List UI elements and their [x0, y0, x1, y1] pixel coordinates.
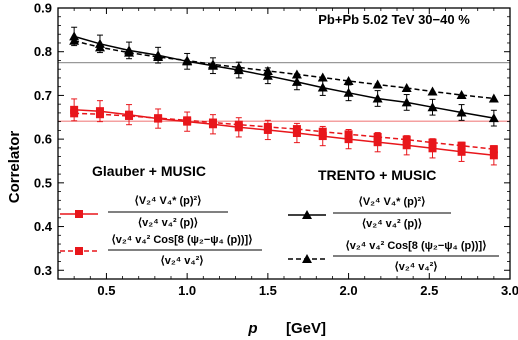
data-point	[344, 135, 353, 144]
data-point	[488, 93, 499, 103]
y-tick-label: 0.6	[34, 132, 52, 147]
data-point	[291, 76, 302, 86]
series-line	[74, 112, 494, 150]
reference-lines	[58, 62, 510, 122]
y-tick-label: 0.8	[34, 44, 52, 59]
data-point	[402, 135, 411, 144]
legend-title-trento: TRENTO + MUSIC	[318, 167, 436, 183]
data-point	[70, 109, 79, 118]
data-point	[125, 111, 134, 120]
data-point	[95, 110, 104, 119]
chart-annotation: Pb+Pb 5.02 TeV 30−40 %	[318, 12, 470, 27]
data-point	[489, 151, 498, 160]
data-point	[343, 87, 354, 97]
legend-denominator-trento-2: ⟨v₂⁴ v₄²⟩	[394, 261, 437, 273]
data-point	[401, 97, 412, 107]
data-point	[263, 122, 272, 131]
x-tick-label: 1.0	[178, 283, 196, 298]
x-axis-label: p	[247, 320, 257, 337]
y-tick-label: 0.7	[34, 88, 52, 103]
data-point	[183, 116, 192, 125]
series-2	[70, 109, 498, 154]
data-point	[154, 114, 163, 123]
legend-entry-trento-2: ⟨v₂⁴ v₄² Cos[8 (ψ₂−ψ₄ (p))]⟩ ⟨v₂⁴ v₄²⟩	[288, 240, 499, 273]
legend-denominator-glauber-1: ⟨v₂⁴ v₄² (p)⟩	[138, 217, 198, 229]
data-point	[124, 47, 135, 57]
data-point	[262, 65, 273, 75]
data-point	[402, 141, 411, 150]
data-point	[428, 144, 437, 153]
y-tick-label: 0.9	[34, 1, 52, 16]
data-point	[234, 120, 243, 129]
data-point	[373, 138, 382, 147]
legend-marker-glauber-1	[75, 210, 83, 218]
y-tick-label: 0.4	[34, 219, 53, 234]
data-point	[318, 127, 327, 136]
series-line	[73, 35, 495, 119]
legend-entry-trento-1: ⟨V₂⁴ V₄* (p)²⟩ ⟨v₂⁴ v₄² (p)⟩	[288, 196, 451, 230]
legend-title-glauber: Glauber + MUSIC	[92, 163, 206, 179]
data-point	[182, 55, 193, 65]
legend-entry-glauber-1: ⟨V₂⁴ V₄* (p)²⟩ ⟨v₂⁴ v₄² (p)⟩	[60, 195, 228, 229]
legend-denominator-glauber-2: ⟨v₂⁴ v₄²⟩	[160, 255, 203, 267]
data-point	[489, 145, 498, 154]
data-point	[427, 102, 438, 112]
data-point	[373, 132, 382, 141]
legend-numerator-glauber-2: ⟨v₂⁴ v₄² Cos[8 (ψ₂−ψ₄ (p))]⟩	[111, 234, 252, 246]
series-line	[73, 40, 494, 100]
x-tick-label: 2.5	[420, 283, 438, 298]
legend-marker-trento-2	[302, 254, 312, 263]
data-point	[94, 42, 105, 52]
data-point	[372, 93, 383, 103]
data-point	[428, 138, 437, 147]
data-point	[208, 118, 217, 127]
y-axis-label: Correlator	[6, 131, 23, 204]
data-point	[233, 62, 244, 72]
data-point	[456, 107, 467, 117]
x-axis-unit: [GeV]	[286, 320, 326, 337]
legend-marker-glauber-2	[75, 247, 83, 255]
x-tick-label: 1.5	[259, 283, 277, 298]
y-tick-label: 0.5	[34, 175, 52, 190]
y-tick-label: 0.3	[34, 263, 52, 278]
x-tick-label: 2.0	[340, 283, 358, 298]
x-tick-label: 3.0	[501, 283, 518, 298]
legend-entry-glauber-2: ⟨v₂⁴ v₄² Cos[8 (ψ₂−ψ₄ (p))]⟩ ⟨v₂⁴ v₄²⟩	[60, 234, 262, 267]
data-point	[343, 75, 354, 85]
data-point	[488, 113, 499, 123]
data-point	[262, 70, 273, 80]
series-4	[69, 35, 499, 103]
data-point	[456, 89, 467, 99]
data-point	[401, 82, 412, 92]
data-point	[457, 141, 466, 150]
series-3	[69, 26, 499, 127]
legend-numerator-glauber-1: ⟨V₂⁴ V₄* (p)²⟩	[135, 195, 202, 207]
legend-denominator-trento-1: ⟨v₂⁴ v₄² (p)⟩	[362, 218, 422, 230]
data-point	[207, 59, 218, 69]
data-point	[317, 82, 328, 92]
legend-marker-trento-1	[302, 210, 312, 219]
data-point	[291, 69, 302, 79]
data-point	[292, 125, 301, 134]
data-point	[317, 72, 328, 82]
x-tick-label: 0.5	[97, 283, 115, 298]
axis-ticks: 0.5 1.0 1.5 2.0 2.5 3.0 0.3 0.4 0.5 0.6 0.7 0.8 0.9	[34, 1, 518, 299]
legend-numerator-trento-2: ⟨v₂⁴ v₄² Cos[8 (ψ₂−ψ₄ (p))]⟩	[345, 240, 486, 252]
data-point	[427, 86, 438, 96]
data-point	[457, 147, 466, 156]
data-point	[153, 51, 164, 61]
series-layer	[69, 26, 499, 166]
legend-numerator-trento-1: ⟨V₂⁴ V₄* (p)²⟩	[359, 196, 426, 208]
series-line	[74, 109, 494, 157]
data-point	[344, 130, 353, 139]
data-point	[318, 132, 327, 141]
data-point	[372, 79, 383, 89]
data-point	[69, 35, 80, 45]
